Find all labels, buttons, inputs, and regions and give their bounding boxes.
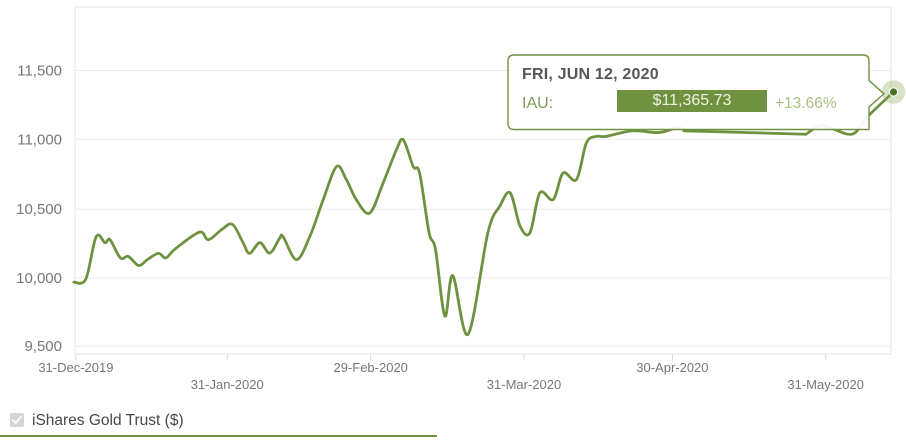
svg-text:31-May-2020: 31-May-2020 xyxy=(787,377,864,392)
svg-text:29-Feb-2020: 29-Feb-2020 xyxy=(333,360,407,375)
svg-text:10,500: 10,500 xyxy=(16,201,62,218)
svg-text:31-Dec-2019: 31-Dec-2019 xyxy=(38,360,113,375)
svg-text:9,500: 9,500 xyxy=(24,338,62,355)
svg-text:31-Jan-2020: 31-Jan-2020 xyxy=(191,377,264,392)
svg-text:11,000: 11,000 xyxy=(17,131,62,148)
svg-text:10,000: 10,000 xyxy=(16,270,62,287)
svg-text:11,500: 11,500 xyxy=(17,63,62,80)
svg-text:30-Apr-2020: 30-Apr-2020 xyxy=(636,360,708,375)
svg-text:31-Mar-2020: 31-Mar-2020 xyxy=(487,377,561,392)
